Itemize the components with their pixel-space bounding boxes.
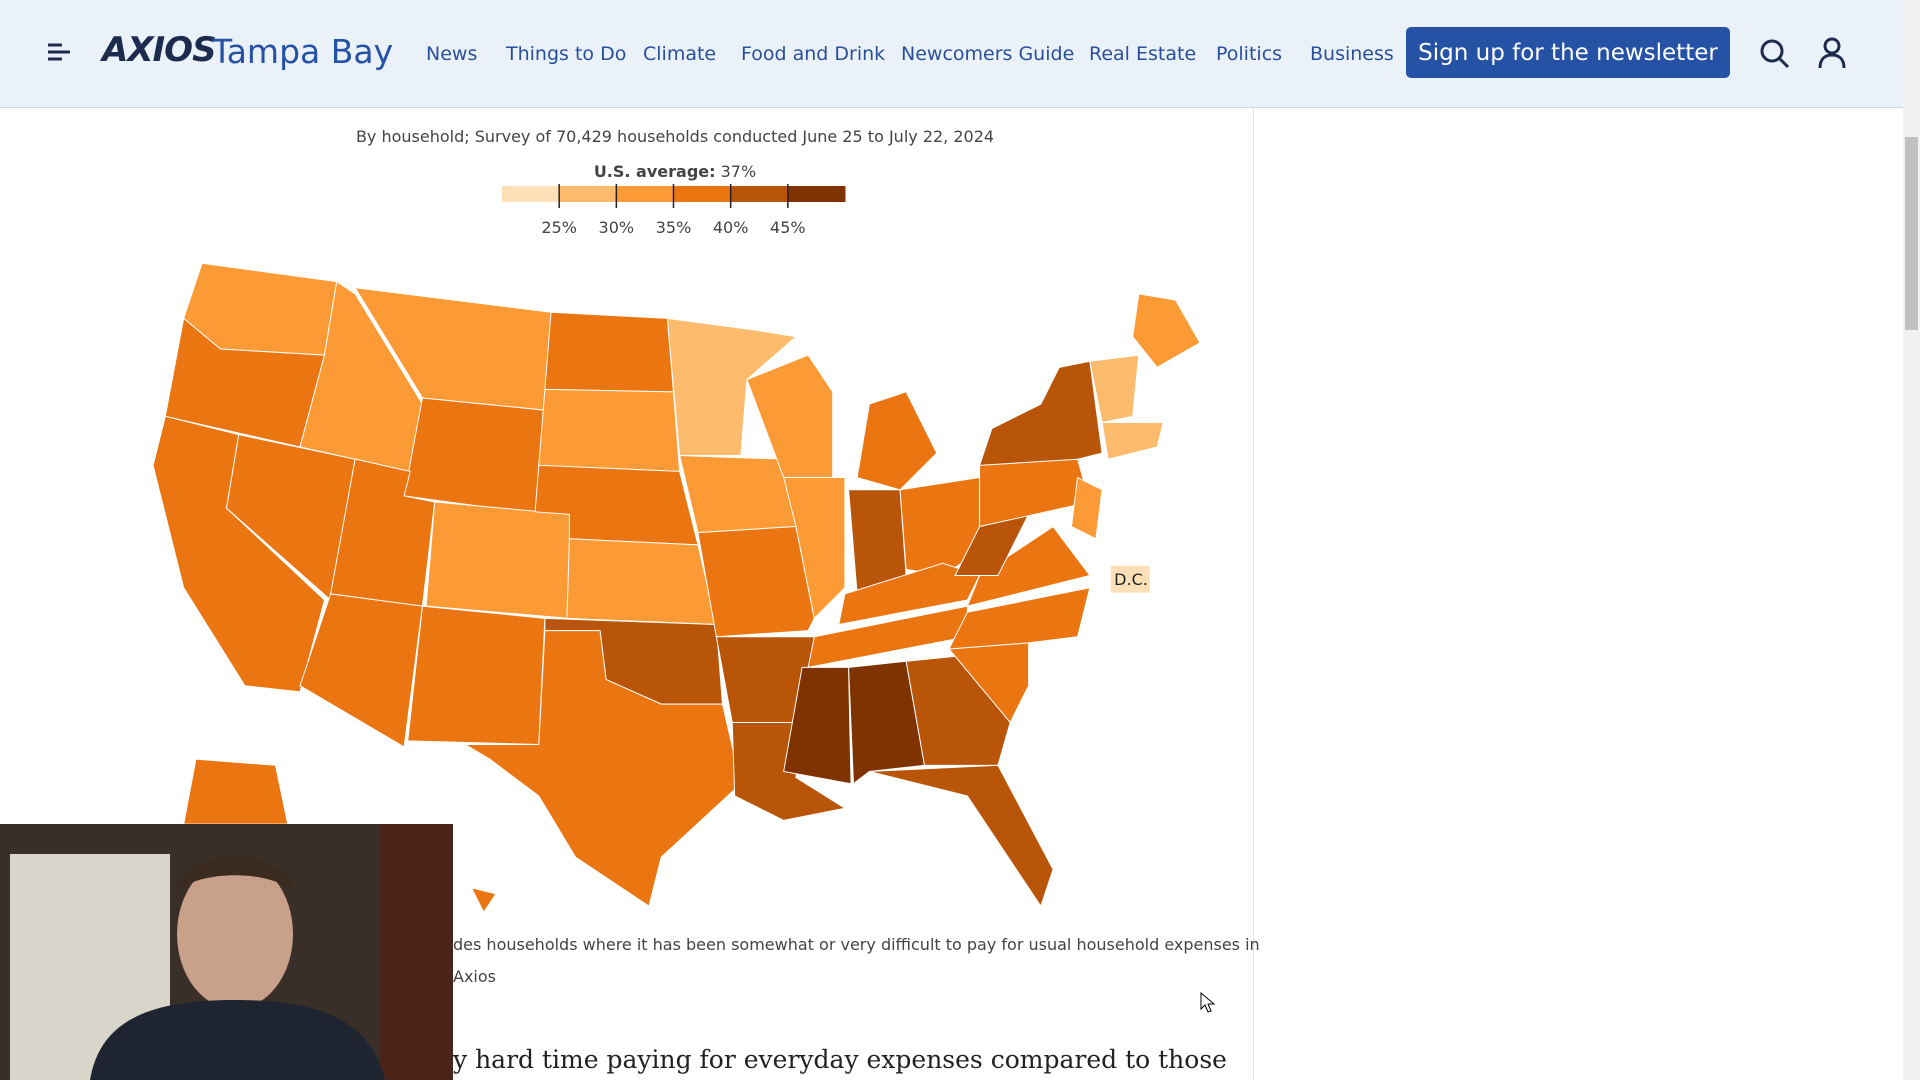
webcam-overlay	[0, 824, 453, 1080]
legend-swatch	[502, 186, 560, 202]
mouse-cursor	[1200, 992, 1216, 1013]
legend-tick-label: 35%	[656, 218, 692, 237]
legend-average-value: 37%	[720, 162, 757, 181]
legend-swatch	[787, 186, 846, 202]
legend-swatch	[559, 186, 617, 202]
nav-link[interactable]: Climate	[643, 43, 717, 65]
menu-icon[interactable]	[46, 41, 72, 63]
logo-city[interactable]: Tampa Bay	[212, 32, 394, 71]
search-icon[interactable]	[1759, 38, 1791, 70]
legend-swatch	[673, 186, 732, 202]
top-nav: AXIOS Tampa Bay News Things to Do Climate F…	[0, 0, 1903, 108]
scrollbar-thumb[interactable]	[1905, 137, 1918, 330]
dc-label: D.C.	[1114, 570, 1148, 589]
legend-tick-label: 25%	[541, 218, 577, 237]
legend-average-label: U.S. average:	[593, 162, 716, 181]
nav-link[interactable]: Food and Drink	[741, 43, 886, 65]
nav-link[interactable]: Things to Do	[506, 43, 627, 65]
account-icon[interactable]	[1818, 36, 1846, 70]
nav-link[interactable]: Real Estate	[1089, 43, 1197, 65]
choropleth-map: D.C.	[152, 262, 1201, 914]
caption-source: Axios	[453, 967, 496, 986]
logo-brand[interactable]: AXIOS	[102, 30, 217, 70]
legend-tick-label: 45%	[770, 218, 806, 237]
legend-tick-label: 30%	[599, 218, 635, 237]
article-body: y hard time paying for everyday expenses…	[453, 1045, 1227, 1074]
legend: 25% 30% 35% 40% 45%	[502, 184, 846, 237]
nav-link[interactable]: News	[426, 43, 478, 65]
legend-title: U.S. average: 37%	[0, 162, 1350, 181]
nav-link[interactable]: Newcomers Guide	[901, 43, 1075, 65]
caption-line: des households where it has been somewha…	[453, 935, 1260, 954]
legend-tick-label: 40%	[713, 218, 749, 237]
legend-swatch	[616, 186, 674, 202]
nav-link[interactable]: Business	[1310, 43, 1394, 65]
nav-link[interactable]: Politics	[1216, 43, 1283, 65]
column-divider	[1253, 107, 1254, 1080]
newsletter-button[interactable]: Sign up for the newsletter	[1406, 27, 1730, 78]
chart-subtitle: By household; Survey of 70,429 household…	[355, 127, 995, 146]
legend-swatch	[730, 186, 789, 202]
